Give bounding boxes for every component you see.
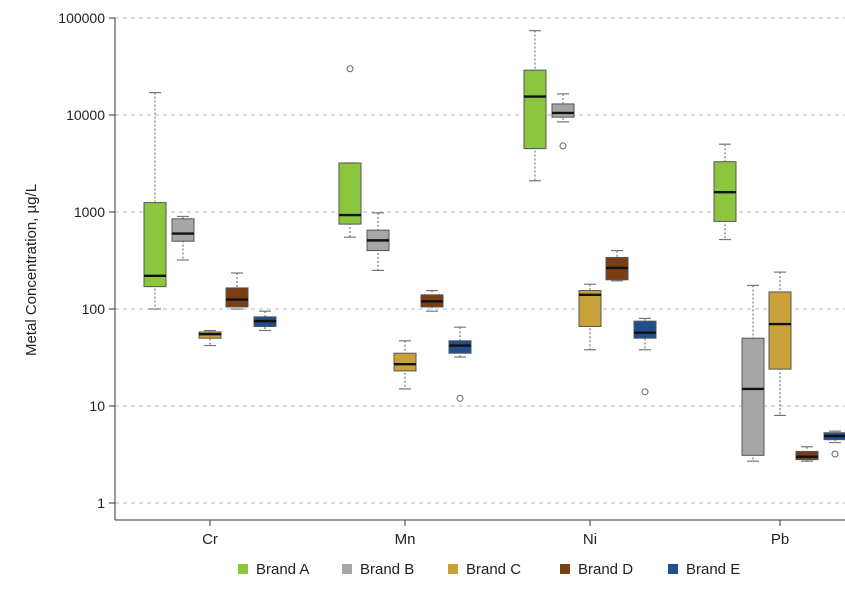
- legend-label: Brand D: [578, 561, 633, 578]
- box-brand-e-cr: [253, 310, 277, 332]
- box-brand-c-pb: [768, 271, 792, 417]
- legend-label: Brand B: [360, 561, 414, 578]
- box-body: [171, 218, 195, 242]
- box-brand-a-mn: [338, 65, 362, 238]
- box-body: [225, 287, 249, 308]
- box-brand-a-cr: [143, 92, 167, 310]
- legend-item-brand-e: Brand E: [668, 561, 740, 578]
- box-body: [551, 103, 575, 118]
- box-brand-c-mn: [393, 340, 417, 390]
- legend-swatch: [238, 564, 248, 574]
- outlier-point: [641, 388, 649, 396]
- box-layer: [143, 30, 845, 462]
- box-brand-c-ni: [578, 283, 602, 351]
- box-brand-d-ni: [605, 250, 629, 282]
- x-tick-label-ni: Ni: [583, 531, 597, 548]
- box-brand-b-mn: [366, 212, 390, 271]
- legend-item-brand-c: Brand C: [448, 561, 521, 578]
- legend-item-brand-d: Brand D: [560, 561, 633, 578]
- y-axis-label: Metal Concentration, µg/L: [23, 184, 40, 356]
- legend-label: Brand A: [256, 561, 309, 578]
- legend-swatch: [560, 564, 570, 574]
- box-brand-d-pb: [795, 446, 819, 462]
- legend-item-brand-a: Brand A: [238, 561, 309, 578]
- x-tick-label-pb: Pb: [771, 531, 789, 548]
- outlier-point: [831, 450, 839, 458]
- box-body: [523, 69, 547, 150]
- y-tick-label: 10: [89, 398, 105, 414]
- outlier-point: [456, 394, 464, 402]
- box-brand-d-cr: [225, 272, 249, 310]
- box-brand-e-mn: [448, 326, 472, 402]
- legend-label: Brand C: [466, 561, 521, 578]
- y-tick-label: 100000: [58, 10, 105, 26]
- x-tick-label-mn: Mn: [395, 531, 416, 548]
- box-brand-a-pb: [713, 143, 737, 241]
- box-body: [578, 290, 602, 328]
- y-tick-label: 1: [97, 495, 105, 511]
- legend: Brand A Brand B Brand C Brand D Brand E: [238, 561, 740, 578]
- box-body: [633, 320, 657, 339]
- box-brand-b-ni: [551, 93, 575, 150]
- box-body: [338, 162, 362, 225]
- axis-layer: 1 10 100 1000 10000 100000 Cr Mn Ni Pb: [58, 10, 845, 548]
- x-tick-label-cr: Cr: [202, 531, 218, 548]
- y-tick-label: 1000: [74, 204, 105, 220]
- y-tick-label: 10000: [66, 107, 105, 123]
- box-brand-d-mn: [420, 289, 444, 312]
- grid-layer: [115, 17, 845, 504]
- box-brand-b-pb: [741, 284, 765, 462]
- outlier-point: [346, 65, 354, 73]
- box-body: [143, 202, 167, 288]
- box-body: [768, 291, 792, 370]
- box-brand-b-cr: [171, 215, 195, 261]
- legend-label: Brand E: [686, 561, 740, 578]
- box-body: [741, 337, 765, 456]
- legend-swatch: [668, 564, 678, 574]
- box-brand-e-ni: [633, 317, 657, 396]
- box-brand-e-pb: [823, 430, 845, 458]
- y-tick-label: 100: [82, 301, 106, 317]
- legend-swatch: [448, 564, 458, 574]
- box-brand-a-ni: [523, 30, 547, 182]
- legend-swatch: [342, 564, 352, 574]
- box-body: [448, 340, 472, 354]
- box-body: [393, 352, 417, 372]
- outlier-point: [559, 142, 567, 150]
- legend-item-brand-b: Brand B: [342, 561, 414, 578]
- box-brand-c-cr: [198, 329, 222, 347]
